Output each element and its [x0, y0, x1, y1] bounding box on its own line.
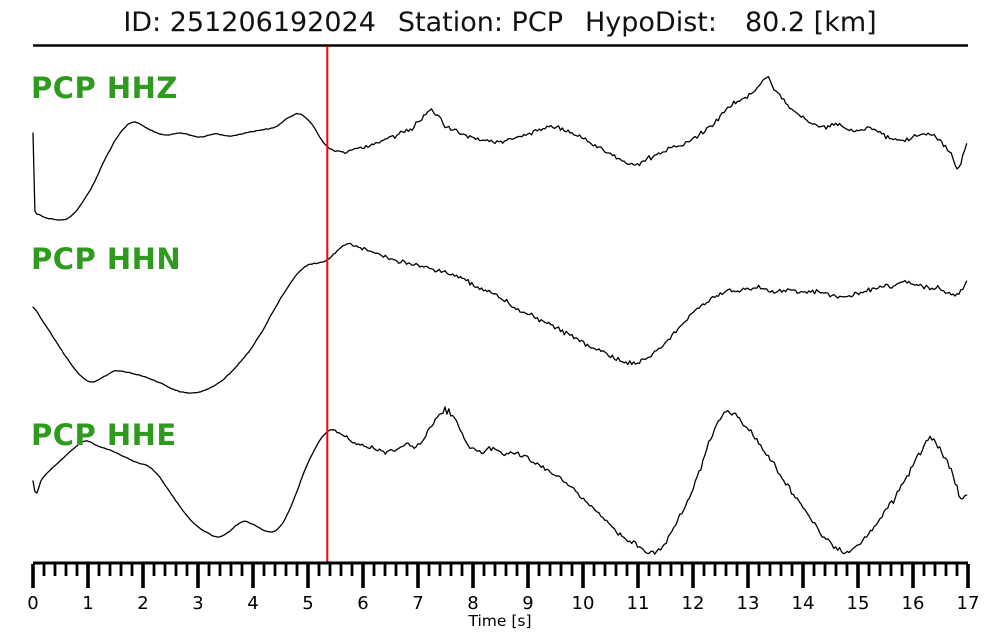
trace-label-hhe: PCP HHE [31, 418, 177, 452]
x-tick-label: 8 [467, 593, 478, 614]
x-tick-label: 7 [412, 593, 423, 614]
x-tick-label: 16 [902, 593, 925, 614]
x-tick-label: 0 [27, 593, 38, 614]
trace-label-hhn: PCP HHN [31, 242, 182, 276]
event-id-text: ID: 251206192024 [123, 7, 376, 38]
x-tick-label: 6 [357, 593, 368, 614]
trace-label-hhz: PCP HHZ [31, 71, 178, 105]
x-axis-ticks [31, 564, 970, 588]
x-axis-tick-labels: 0 1 2 3 4 5 6 7 8 9 10 11 12 13 14 15 16 17 [27, 593, 979, 614]
hypodist-text: HypoDist: 80.2 [km] [585, 7, 877, 38]
x-tick-label: 3 [192, 593, 203, 614]
x-tick-label: 9 [522, 593, 533, 614]
x-tick-label: 5 [302, 593, 313, 614]
x-tick-label: 10 [572, 593, 595, 614]
station-text: Station: PCP [397, 7, 563, 38]
x-axis-title: Time [s] [467, 612, 531, 630]
trace-hhe [32, 406, 968, 555]
plot-title: ID: 251206192024 Station: PCP HypoDist: 8… [0, 7, 1000, 38]
x-tick-label: 14 [792, 593, 815, 614]
trace-hhn [32, 242, 968, 394]
hypodist-value: 80.2 [km] [744, 7, 877, 38]
x-tick-label: 12 [682, 593, 705, 614]
x-tick-label: 13 [737, 593, 760, 614]
x-tick-label: 15 [847, 593, 870, 614]
trace-hhz [32, 75, 968, 221]
x-tick-label: 2 [137, 593, 148, 614]
x-tick-label: 17 [957, 593, 980, 614]
x-tick-label: 11 [627, 593, 650, 614]
x-axis: 0 1 2 3 4 5 6 7 8 9 10 11 12 13 14 15 16 17 Time [s] [27, 561, 979, 630]
hypodist-label: HypoDist: [584, 7, 717, 38]
x-tick-label: 4 [247, 593, 258, 614]
x-tick-label: 1 [82, 593, 93, 614]
